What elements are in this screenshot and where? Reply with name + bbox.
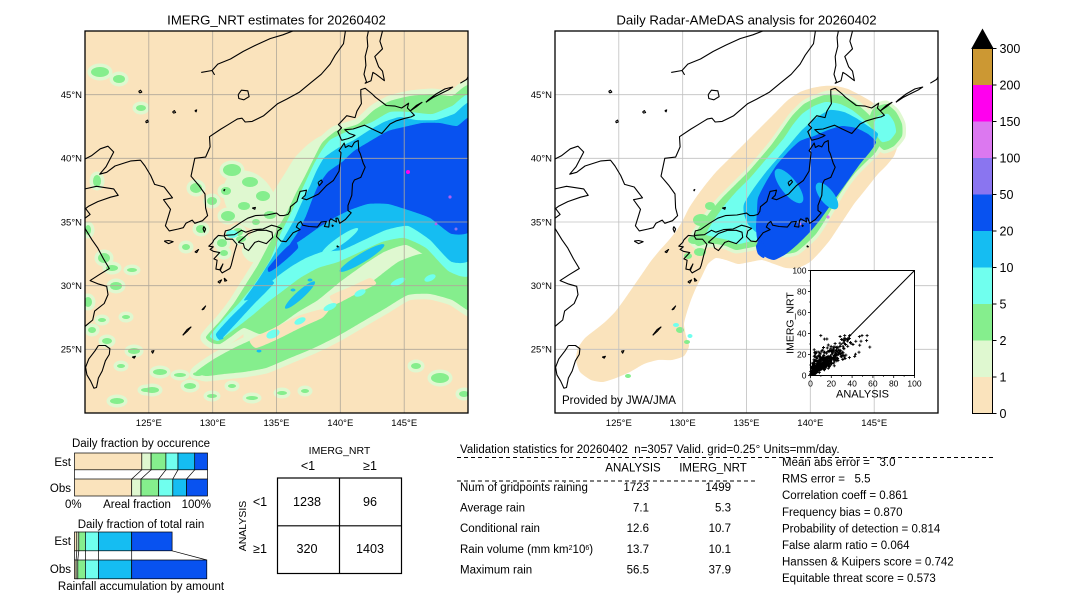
svg-text:96: 96	[363, 495, 377, 509]
svg-text:20: 20	[827, 379, 837, 389]
svg-text:80: 80	[889, 379, 899, 389]
svg-text:Daily fraction of total rain: Daily fraction of total rain	[78, 519, 205, 531]
svg-text:IMERG_NRT: IMERG_NRT	[309, 445, 371, 457]
svg-text:50: 50	[1000, 188, 1014, 202]
svg-text:Daily fraction by occurence: Daily fraction by occurence	[72, 438, 210, 450]
svg-text:Maximum rain: Maximum rain	[460, 564, 532, 576]
svg-text:125°E: 125°E	[606, 418, 632, 429]
svg-text:0: 0	[802, 371, 807, 381]
svg-text:1499: 1499	[705, 482, 731, 494]
svg-text:ANALYSIS: ANALYSIS	[836, 389, 889, 401]
svg-text:Frequency bias = 0.870: Frequency bias = 0.870	[782, 507, 903, 519]
svg-text:80: 80	[797, 287, 807, 297]
svg-text:130°E: 130°E	[670, 418, 696, 429]
svg-text:ANALYSIS: ANALYSIS	[605, 463, 661, 475]
svg-text:100%: 100%	[182, 499, 211, 511]
svg-text:200: 200	[1000, 78, 1021, 92]
svg-text:100: 100	[907, 379, 921, 389]
svg-text:45°N: 45°N	[531, 90, 552, 101]
svg-text:Daily Radar-AMeDAS analysis fo: Daily Radar-AMeDAS analysis for 20260402	[616, 13, 876, 28]
svg-text:40°N: 40°N	[61, 154, 82, 165]
svg-text:40: 40	[797, 329, 807, 339]
svg-text:25°N: 25°N	[61, 345, 82, 356]
svg-text:Obs: Obs	[50, 564, 71, 576]
svg-text:1723: 1723	[623, 482, 649, 494]
svg-text:0: 0	[808, 379, 813, 389]
svg-text:20: 20	[1000, 224, 1014, 238]
svg-text:Equitable threat score = 0.573: Equitable threat score = 0.573	[782, 573, 936, 585]
svg-text:100: 100	[1000, 151, 1021, 165]
svg-text:13.7: 13.7	[627, 544, 649, 556]
svg-text:40: 40	[847, 379, 857, 389]
svg-text:ANALYSIS: ANALYSIS	[237, 501, 249, 552]
svg-text:Validation statistics for 2026: Validation statistics for 20260402 n=305…	[460, 444, 840, 456]
svg-text:Correlation coeff = 0.861: Correlation coeff = 0.861	[782, 490, 908, 502]
svg-text:0: 0	[1000, 407, 1007, 421]
svg-text:≥1: ≥1	[363, 459, 377, 473]
svg-text:100: 100	[792, 266, 806, 276]
svg-text:40°N: 40°N	[531, 154, 552, 165]
svg-text:35°N: 35°N	[531, 217, 552, 228]
svg-text:12.6: 12.6	[627, 523, 649, 535]
svg-text:25°N: 25°N	[531, 345, 552, 356]
svg-text:130°E: 130°E	[200, 418, 226, 429]
svg-text:30°N: 30°N	[531, 281, 552, 292]
svg-text:35°N: 35°N	[61, 217, 82, 228]
svg-text:Num of gridpoints raining: Num of gridpoints raining	[460, 482, 588, 494]
svg-text:5.3: 5.3	[715, 502, 731, 514]
svg-text:56.5: 56.5	[627, 564, 649, 576]
svg-text:45°N: 45°N	[61, 90, 82, 101]
svg-text:Mean abs error = 3.0: Mean abs error = 3.0	[782, 457, 895, 469]
svg-text:145°E: 145°E	[861, 418, 887, 429]
svg-text:Rain volume (mm km2106): Rain volume (mm km2106)	[460, 544, 593, 556]
svg-text:Est: Est	[54, 536, 71, 548]
svg-text:Est: Est	[54, 457, 71, 469]
svg-text:135°E: 135°E	[734, 418, 760, 429]
svg-text:Average rain: Average rain	[460, 502, 525, 514]
svg-text:140°E: 140°E	[797, 418, 823, 429]
svg-text:7.1: 7.1	[633, 502, 649, 514]
svg-text:Areal fraction: Areal fraction	[103, 499, 171, 511]
svg-text:5: 5	[1000, 297, 1007, 311]
svg-text:10.1: 10.1	[709, 544, 731, 556]
svg-text:60: 60	[797, 308, 807, 318]
svg-text:Probability of detection = 0.8: Probability of detection = 0.814	[782, 523, 941, 535]
svg-text:60: 60	[868, 379, 878, 389]
svg-text:RMS error = 5.5: RMS error = 5.5	[782, 474, 871, 486]
svg-text:20: 20	[797, 350, 807, 360]
svg-text:1: 1	[1000, 370, 1007, 384]
svg-text:1238: 1238	[293, 495, 321, 509]
svg-text:IMERG_NRT: IMERG_NRT	[679, 463, 747, 475]
svg-text:150: 150	[1000, 115, 1021, 129]
svg-text:0%: 0%	[65, 499, 82, 511]
svg-text:Hanssen & Kuipers score = 0.74: Hanssen & Kuipers score = 0.742	[782, 557, 954, 569]
svg-text:Rainfall accumulation by amoun: Rainfall accumulation by amount	[58, 581, 225, 593]
svg-text:Provided by JWA/JMA: Provided by JWA/JMA	[562, 395, 676, 407]
svg-text:Obs: Obs	[50, 483, 71, 495]
svg-text:125°E: 125°E	[136, 418, 162, 429]
svg-text:320: 320	[296, 542, 317, 556]
svg-text:300: 300	[1000, 42, 1021, 56]
svg-text:10: 10	[1000, 261, 1014, 275]
svg-text:37.9: 37.9	[709, 564, 731, 576]
svg-text:10.7: 10.7	[709, 523, 731, 535]
svg-text:≥1: ≥1	[253, 542, 267, 556]
svg-text:145°E: 145°E	[391, 418, 417, 429]
svg-text:2: 2	[1000, 334, 1007, 348]
svg-text:140°E: 140°E	[327, 418, 353, 429]
svg-text:1403: 1403	[356, 542, 384, 556]
svg-text:<1: <1	[253, 495, 267, 509]
svg-text:<1: <1	[301, 459, 315, 473]
svg-text:30°N: 30°N	[61, 281, 82, 292]
svg-text:IMERG_NRT estimates for 202604: IMERG_NRT estimates for 20260402	[167, 13, 386, 28]
svg-text:Conditional rain: Conditional rain	[460, 523, 540, 535]
svg-text:False alarm ratio = 0.064: False alarm ratio = 0.064	[782, 540, 910, 552]
svg-text:135°E: 135°E	[264, 418, 290, 429]
svg-text:IMERG_NRT: IMERG_NRT	[785, 292, 797, 354]
